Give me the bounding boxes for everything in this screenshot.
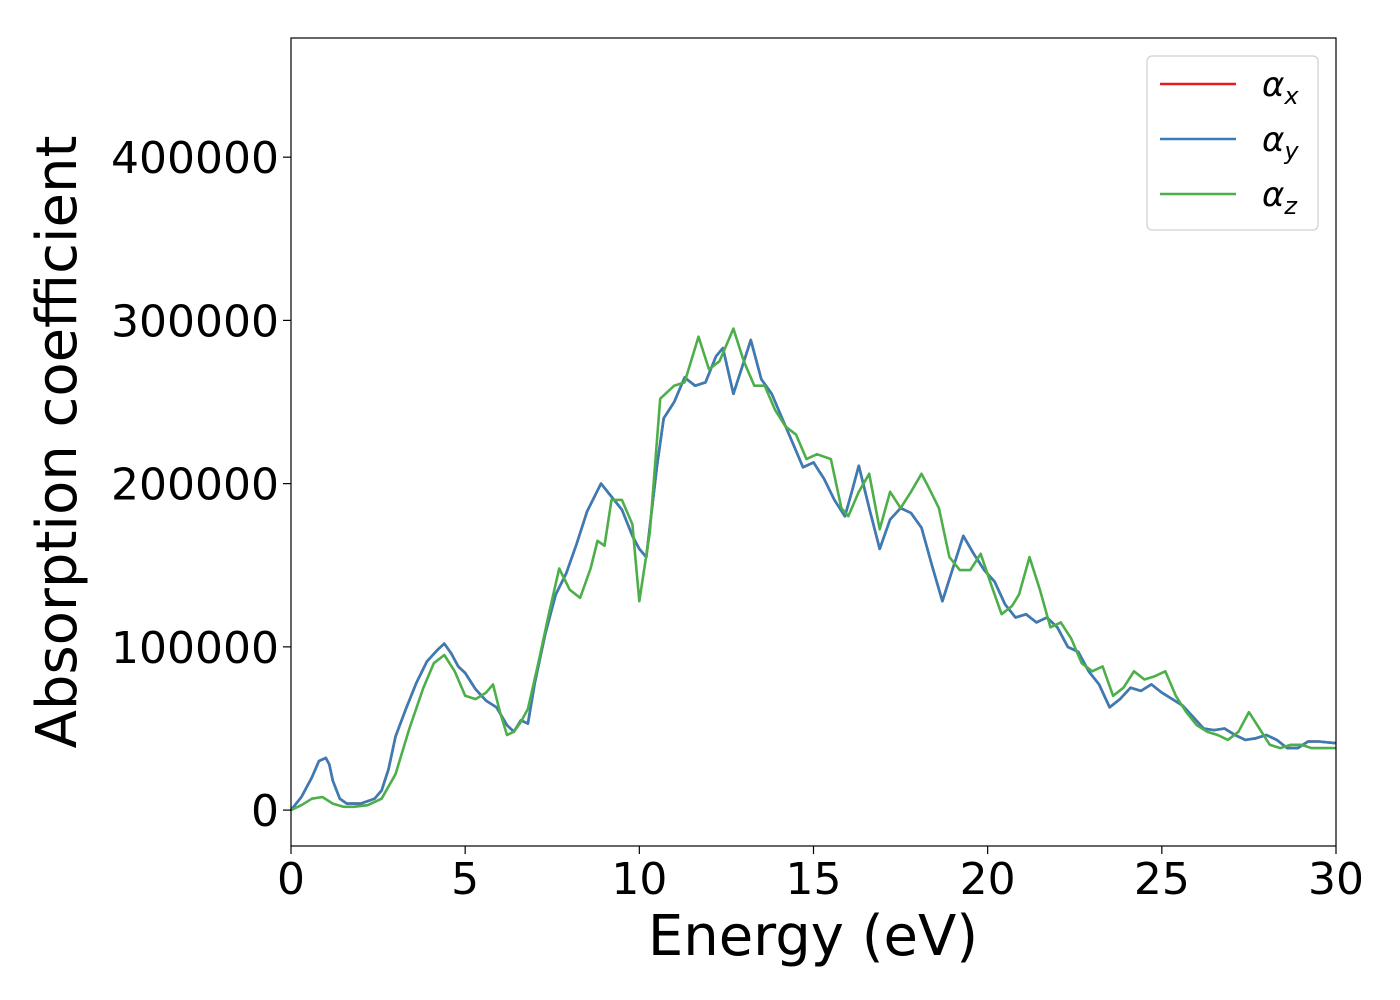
x-tick-label: 10 <box>611 854 667 905</box>
y-tick-label: 300000 <box>111 296 279 347</box>
y-tick-label: 400000 <box>111 133 279 184</box>
legend-label-alpha-y: αy <box>1262 120 1299 165</box>
x-axis-title: Energy (eV) <box>648 904 978 969</box>
y-axis-title: Absorption coefficient <box>25 136 90 749</box>
series-layer <box>289 327 1337 812</box>
x-axis: 0 5 10 15 20 25 30 <box>277 846 1364 905</box>
x-tick-label: 25 <box>1134 854 1190 905</box>
y-axis: 0 100000 200000 300000 400000 <box>111 133 291 837</box>
x-tick-label: 15 <box>786 854 842 905</box>
legend-frame <box>1146 55 1319 231</box>
legend: αx αy αz <box>1146 55 1319 231</box>
legend-label-alpha-x: αx <box>1262 65 1299 110</box>
x-tick-label: 30 <box>1308 854 1364 905</box>
x-tick-label: 20 <box>960 854 1016 905</box>
y-tick-label: 100000 <box>111 623 279 674</box>
y-tick-label: 0 <box>251 786 279 837</box>
series-line-alpha-y <box>289 338 1337 811</box>
series-line-alpha-z <box>290 327 1336 812</box>
y-tick-label: 200000 <box>111 460 279 511</box>
x-tick-label: 5 <box>451 854 479 905</box>
legend-label-alpha-z: αz <box>1262 175 1298 220</box>
x-tick-label: 0 <box>277 854 305 905</box>
